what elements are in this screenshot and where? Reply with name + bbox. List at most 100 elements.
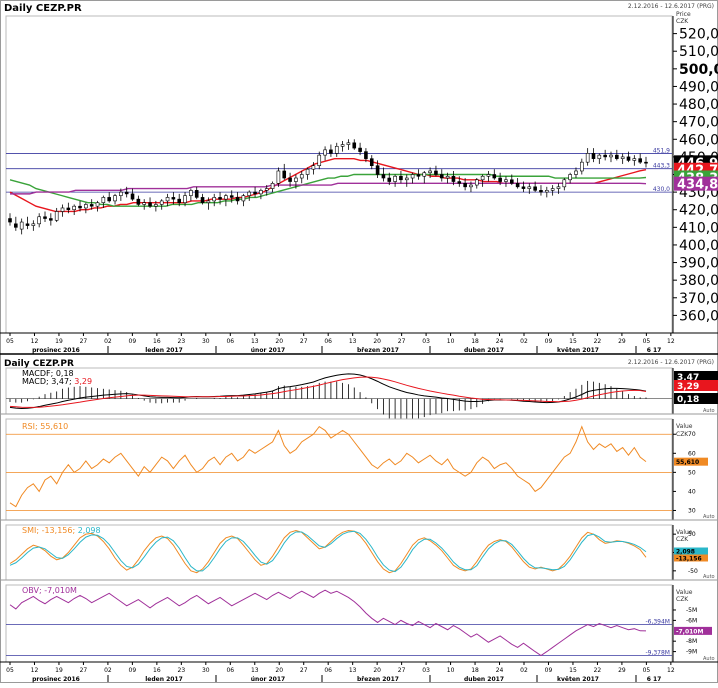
candle-body	[463, 183, 467, 188]
candle-body	[165, 197, 170, 202]
rsi-auto-label: Auto	[703, 514, 715, 520]
macd-badge	[674, 371, 718, 382]
top-xtick-label: 13	[251, 338, 259, 345]
smi-label: SMI; -13,156; 2,098	[22, 526, 101, 535]
top-xtick-label: 27	[80, 338, 88, 345]
candle-body	[515, 183, 520, 188]
candle-body	[136, 198, 141, 205]
smi-badge-label: -13,156	[676, 556, 702, 563]
macd-badge-label: 3,47	[677, 373, 699, 383]
price-badge-label: 434,8	[677, 178, 718, 193]
bottom-xtick-label: 24	[496, 667, 504, 674]
top-xtick-label: 09	[545, 338, 553, 345]
candle-body	[194, 190, 199, 198]
candle-body	[410, 174, 415, 179]
price-tick-label: 420,0	[679, 203, 718, 219]
candle-body	[259, 190, 263, 195]
bottom-xtick-label: 20	[275, 667, 283, 674]
candle-body	[148, 202, 152, 207]
bottom-xtick-label: 27	[398, 667, 406, 674]
bottom-month-label: březen 2017	[357, 676, 399, 683]
price-hline-label: 451,9	[653, 148, 670, 155]
bottom-xtick-label: 06	[226, 667, 234, 674]
candle-body	[474, 179, 479, 186]
price-tick-label: 460,0	[679, 132, 718, 148]
candle-body	[352, 142, 357, 149]
candle-body	[644, 161, 648, 164]
price-tick-label: 380,0	[679, 273, 718, 289]
rsi-tick-label: 60	[688, 450, 696, 457]
candle-body	[113, 195, 117, 202]
candle-body	[212, 197, 217, 202]
rsi-axis-unit: CZK	[676, 431, 689, 438]
rsi-label: RSI; 55,610	[22, 422, 68, 431]
candle-body	[428, 170, 432, 174]
top-month-label: únor 2017	[251, 347, 285, 354]
top-xtick-label: 16	[153, 338, 161, 345]
bottom-xtick-label: 23	[178, 667, 186, 674]
top-xtick-label: 05	[643, 338, 651, 345]
top-xtick-label: 23	[178, 338, 186, 345]
candle-body	[609, 154, 613, 158]
obv-badge	[674, 626, 712, 635]
obv-plot-area	[5, 584, 673, 663]
bottom-month-label: 6 17	[647, 676, 662, 683]
rsi-value: 55,610	[40, 422, 68, 431]
candle-body	[480, 175, 485, 181]
candle-body	[119, 191, 123, 196]
bottom-xtick-label: 13	[251, 667, 259, 674]
candle-body	[638, 158, 642, 163]
obv-hline-label: -6,394M	[645, 618, 670, 625]
candle-body	[299, 174, 304, 179]
candle-body	[469, 184, 473, 188]
smi-tick-label: -50	[688, 568, 698, 575]
candle-body	[78, 205, 82, 209]
bottom-xtick-label: 10	[447, 667, 455, 674]
candle-body	[206, 200, 211, 203]
rsi-axis-title: Value	[676, 423, 693, 430]
macd-plot-area	[5, 367, 673, 415]
candle-body	[288, 177, 292, 182]
candle-body	[603, 154, 607, 158]
bottom-xtick-label: 22	[594, 667, 602, 674]
price-tick-label: 490,0	[679, 79, 718, 95]
price-tick-label: 500,0	[679, 62, 718, 78]
candle-body	[375, 165, 380, 175]
obv-tick-label: -6M	[686, 617, 697, 624]
candle-body	[159, 200, 164, 205]
smi-line	[9, 530, 647, 573]
top-xtick-label: 29	[618, 338, 626, 345]
top-xtick-label: 12	[667, 338, 675, 345]
bottom-xtick-label: 09	[545, 667, 553, 674]
top-month-label: květen 2017	[557, 347, 599, 354]
candle-body	[8, 218, 12, 223]
candle-body	[445, 175, 450, 179]
macd-badge-label: 3,29	[677, 382, 699, 392]
candle-body	[235, 197, 240, 202]
candle-body	[416, 174, 421, 177]
candle-body	[107, 197, 111, 202]
candle-body	[247, 191, 252, 196]
candle-body	[387, 177, 392, 182]
candle-body	[154, 204, 158, 207]
candle-body	[486, 174, 491, 177]
candle-body	[498, 177, 502, 182]
bottom-month-label: únor 2017	[251, 676, 285, 683]
candle-body	[434, 170, 438, 175]
candle-body	[72, 205, 76, 211]
macd-label-histogram: MACDF; 0,18	[22, 369, 74, 378]
top-xtick-label: 24	[496, 338, 504, 345]
candle-body	[620, 156, 625, 159]
obv-auto-label: Auto	[703, 656, 715, 662]
price-axis-title: Price	[676, 11, 691, 18]
candle-body	[393, 175, 397, 182]
price-axis-unit: CZK	[676, 18, 689, 25]
price-plot-area	[5, 15, 673, 334]
top-xtick-label: 13	[349, 338, 357, 345]
top-xtick-label: 06	[324, 338, 332, 345]
candle-body	[171, 197, 176, 200]
smi-axis-title: Value	[676, 529, 693, 536]
candle-body	[270, 183, 275, 189]
